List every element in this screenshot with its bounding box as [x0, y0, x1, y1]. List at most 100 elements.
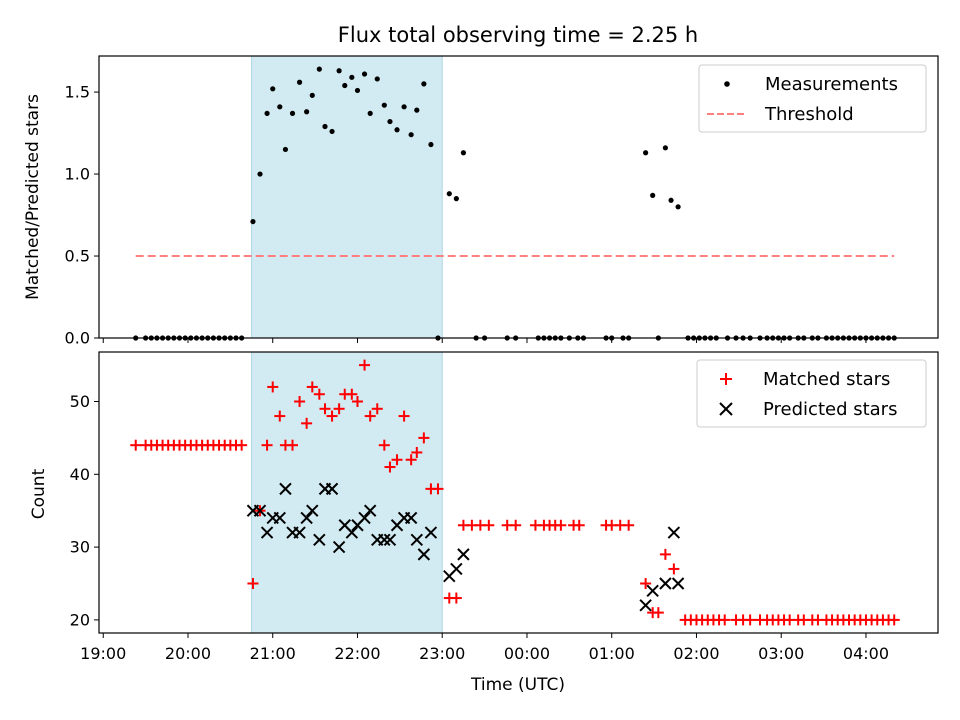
x-tick-label: 19:00	[80, 644, 126, 663]
measurement-point	[316, 66, 322, 72]
matched-point	[378, 439, 390, 451]
matched-point	[391, 454, 403, 466]
legend-marker-measurements	[724, 81, 730, 87]
measurement-point	[289, 110, 296, 116]
measurement-point	[428, 141, 434, 148]
matched-point	[130, 439, 142, 451]
x-tick-label: 21:00	[250, 644, 296, 663]
y-tick-label: 1.0	[65, 165, 90, 184]
matched-point	[371, 403, 383, 415]
measurement-point	[354, 87, 361, 94]
matched-point	[287, 439, 299, 451]
predicted-point	[313, 533, 326, 547]
measurement-point	[322, 123, 328, 130]
measurement-point	[643, 150, 649, 156]
matched-point	[744, 614, 756, 626]
legend-ratio: Measurements Threshold	[698, 64, 927, 133]
matched-point	[623, 519, 635, 531]
matched-point	[306, 381, 318, 393]
predicted-point	[383, 533, 397, 547]
measurement-point	[329, 128, 335, 135]
matched-point	[359, 359, 371, 371]
measurement-point	[309, 92, 315, 98]
measurement-point	[296, 79, 303, 85]
measurement-point	[304, 109, 310, 115]
predicted-point	[253, 504, 267, 517]
y-tick-label: 0.0	[65, 329, 90, 348]
predicted-point	[410, 533, 424, 547]
measurement-point	[401, 104, 407, 110]
predicted-point	[279, 482, 292, 496]
measurement-point	[270, 86, 276, 92]
measurement-point	[460, 150, 467, 156]
matched-point	[719, 614, 731, 626]
predicted-point	[671, 577, 685, 590]
y-tick-label: 0.5	[65, 247, 90, 266]
matched-point	[888, 614, 900, 626]
predicted-point	[659, 577, 672, 590]
measurement-point	[250, 218, 256, 225]
matched-point	[313, 388, 325, 400]
plot-frame	[98, 351, 939, 634]
predicted-point	[646, 584, 659, 597]
predicted-point	[325, 482, 339, 496]
y-tick-label: 1.5	[65, 83, 90, 102]
measurement-point	[381, 102, 387, 108]
chart-title: Flux total observing time = 2.25 h	[338, 23, 698, 47]
legend-label-threshold: Threshold	[764, 104, 854, 125]
matched-point	[411, 446, 423, 458]
predicted-point	[639, 599, 652, 612]
y-tick-label: 30	[70, 538, 90, 557]
matched-point	[261, 439, 273, 451]
measurement-point	[257, 171, 263, 177]
measurement-point	[387, 118, 393, 125]
matched-point	[346, 388, 358, 400]
predicted-point	[358, 511, 371, 525]
matched-point	[326, 410, 338, 422]
predicted-point	[450, 562, 463, 576]
measurement-point	[361, 71, 368, 77]
x-tick-label: 04:00	[843, 644, 889, 663]
panel-counts: 20 30 40 50 19:00 20:00 21:00 22:00 23:00 00:00 01…	[70, 351, 939, 663]
legend-label-measurements: Measurements	[765, 74, 898, 95]
predicted-point	[378, 533, 391, 547]
measurement-point	[421, 81, 427, 87]
predicted-point	[345, 526, 359, 539]
legend-label-predicted: Predicted stars	[763, 399, 897, 420]
measurement-point	[662, 145, 668, 151]
matched-point	[247, 577, 259, 589]
predicted-point	[260, 526, 274, 539]
measurement-point	[650, 192, 656, 198]
matched-point	[274, 410, 286, 422]
measurement-point	[675, 204, 681, 210]
matched-point	[294, 396, 306, 408]
predicted-point	[417, 548, 431, 561]
predicted-point	[667, 526, 681, 539]
matched-point	[640, 577, 652, 589]
measurement-point	[282, 146, 289, 153]
measurement-point	[408, 132, 414, 138]
matched-point	[351, 396, 363, 408]
predicted-point	[457, 548, 470, 561]
legend-marker-predicted	[719, 402, 733, 416]
matched-point	[555, 519, 567, 531]
matched-point	[236, 439, 248, 451]
measurement-point	[446, 191, 452, 197]
matched-point	[398, 410, 410, 422]
matched-point	[364, 410, 376, 422]
x-axis-label: Time (UTC)	[470, 675, 565, 695]
legend-counts: Matched stars Predicted stars	[696, 359, 927, 428]
measurement-point	[367, 110, 373, 116]
predicted-point	[300, 511, 313, 525]
x-tick-label: 00:00	[504, 644, 550, 663]
x-tick-label: 01:00	[589, 644, 635, 663]
matched-point	[384, 461, 396, 473]
matched-point	[483, 519, 495, 531]
measurement-point	[342, 82, 348, 89]
measurement-point	[453, 196, 459, 202]
x-tick-label: 23:00	[419, 644, 465, 663]
legend-label-matched: Matched stars	[763, 369, 890, 390]
measurement-point	[394, 127, 400, 133]
predicted-point	[273, 511, 287, 525]
